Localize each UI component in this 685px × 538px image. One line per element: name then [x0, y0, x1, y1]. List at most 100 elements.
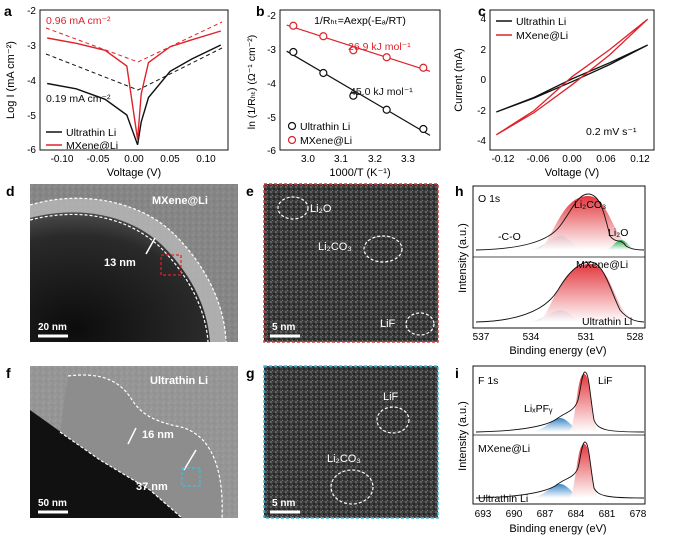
data-point: [319, 68, 328, 78]
data-point: [382, 105, 391, 114]
arrhenius-equation: 1/Rₕₜ=Aexp(-Eₐ/RT): [314, 15, 406, 27]
exchange-current-red: 0.96 mA cm⁻²: [46, 15, 111, 27]
layer-thickness: 16 nm: [142, 429, 174, 441]
region-marker: [376, 406, 410, 434]
data-point: [289, 21, 298, 30]
x-tick: 528: [627, 332, 644, 343]
legend-label: MXene@Li: [516, 30, 568, 42]
panel-f: f 16 nm 37 nm Ultrathin Li 50 nm: [6, 365, 238, 519]
y-tick: 2: [480, 45, 486, 56]
activation-energy-red: 26.9 kJ mol⁻¹: [348, 41, 411, 53]
x-tick: 687: [537, 509, 554, 520]
plot-frame: [39, 9, 229, 151]
y-tick-labels: -2 -3 -4 -5 -6: [267, 11, 276, 157]
y-axis-label: ln (1/Rₕₜ) (Ω⁻¹ cm⁻²): [246, 35, 258, 130]
x-tick: 3.3: [401, 154, 415, 165]
series-line-ultrathin: [47, 44, 222, 146]
sample-label: Ultrathin Li: [478, 493, 528, 505]
y-tick: 0: [480, 75, 486, 86]
y-tick: -4: [267, 79, 276, 90]
x-tick: 693: [475, 509, 492, 520]
y-tick: -2: [27, 6, 36, 17]
panel-letter: e: [246, 183, 254, 199]
lithium-particle: [30, 212, 210, 342]
plot-frame: [279, 9, 441, 151]
core-level-label: F 1s: [478, 375, 498, 387]
x-tick: 681: [599, 509, 616, 520]
y-axis-label: Intensity (a.u.): [457, 223, 469, 293]
legend-label: Ultrathin Li: [300, 121, 350, 133]
sample-label: Ultrathin Li: [150, 375, 208, 387]
plot-frame: [489, 9, 655, 151]
region-marker: [363, 235, 403, 263]
peak-label: -C-O: [498, 231, 521, 243]
x-tick: 0.05: [160, 154, 180, 165]
y-tick: -3: [27, 41, 36, 52]
image-border: [263, 183, 439, 343]
tafel-fit-red: [45, 21, 223, 63]
phase-label: LiF: [380, 318, 396, 330]
panel-letter: c: [478, 3, 486, 19]
x-tick: 3.2: [368, 154, 382, 165]
panel-letter: h: [455, 183, 464, 199]
core-level-label: O 1s: [478, 193, 500, 205]
phase-label: Li₂O: [310, 203, 332, 215]
y-axis-label: Current (mA): [453, 48, 465, 112]
scale-bar-label: 20 nm: [38, 322, 67, 333]
x-tick: 537: [473, 332, 490, 343]
y-tick: -2: [477, 106, 486, 117]
scale-bar-label: 5 nm: [272, 322, 295, 333]
panel-letter: i: [455, 365, 459, 381]
y-tick: -5: [267, 113, 276, 124]
x-tick: -0.06: [527, 154, 550, 165]
data-point: [289, 47, 298, 57]
series-line-mxene: [47, 30, 222, 140]
y-axis-label: Log I (mA cm⁻²): [5, 41, 17, 119]
panel-letter: g: [246, 365, 255, 381]
x-tick: 0.00: [562, 154, 582, 165]
y-tick: -4: [477, 136, 486, 147]
data-point: [349, 91, 358, 100]
scale-bar-label: 50 nm: [38, 498, 67, 509]
x-tick: -0.12: [492, 154, 515, 165]
x-tick: 3.1: [334, 154, 348, 165]
peak-label: LiₓPFᵧ: [524, 403, 553, 415]
x-axis-label: Voltage (V): [107, 167, 161, 179]
legend-label: MXene@Li: [66, 140, 118, 152]
layer-thickness: 37 nm: [136, 481, 168, 493]
zoom-region-marker: [160, 254, 182, 276]
sample-label: MXene@Li: [152, 195, 208, 207]
tafel-fit-black: [45, 47, 223, 91]
x-tick: 0.00: [124, 154, 144, 165]
panel-a: a -2 -3 -4 -5 -6 -0.10 -0.05 0.00 0.05 0…: [4, 3, 229, 179]
panel-letter: a: [4, 3, 12, 19]
x-tick: 531: [578, 332, 595, 343]
x-tick: 678: [630, 509, 647, 520]
thickness-marker: [127, 427, 137, 445]
x-axis-label: Binding energy (eV): [509, 523, 606, 535]
data-point: [419, 63, 428, 72]
y-tick: -6: [27, 145, 36, 156]
data-point: [419, 124, 428, 134]
peak-label: Li₂CO₃: [574, 199, 606, 211]
panel-letter: b: [256, 3, 265, 19]
legend-label: MXene@Li: [300, 135, 352, 147]
data-point: [382, 53, 391, 62]
x-tick: 684: [568, 509, 585, 520]
panel-d: d 13 nm MXene@Li 20 nm: [6, 183, 238, 343]
x-tick: 0.10: [196, 154, 216, 165]
y-tick: -2: [267, 11, 276, 22]
panel-h: h O 1s Li₂CO₃ -C-O Li₂O MXene@Li Ultrath…: [455, 183, 646, 357]
scale-bar-label: 5 nm: [272, 498, 295, 509]
panel-c: c 4 2 0 -2 -4 -0.12 -0.06 0.00 0.06 0.12…: [453, 3, 655, 179]
hrtem-image: [264, 366, 438, 518]
region-marker: [405, 312, 435, 336]
data-point: [349, 46, 358, 55]
legend-marker-black: [287, 121, 297, 131]
activation-energy-black: 45.0 kJ mol⁻¹: [350, 86, 413, 98]
y-tick: 4: [480, 14, 486, 25]
panel-e: e Li₂O Li₂CO₃ LiF 5 nm: [246, 183, 439, 343]
phase-label: Li₂CO₃: [318, 241, 352, 253]
x-tick-labels: 537 534 531 528: [473, 332, 644, 343]
